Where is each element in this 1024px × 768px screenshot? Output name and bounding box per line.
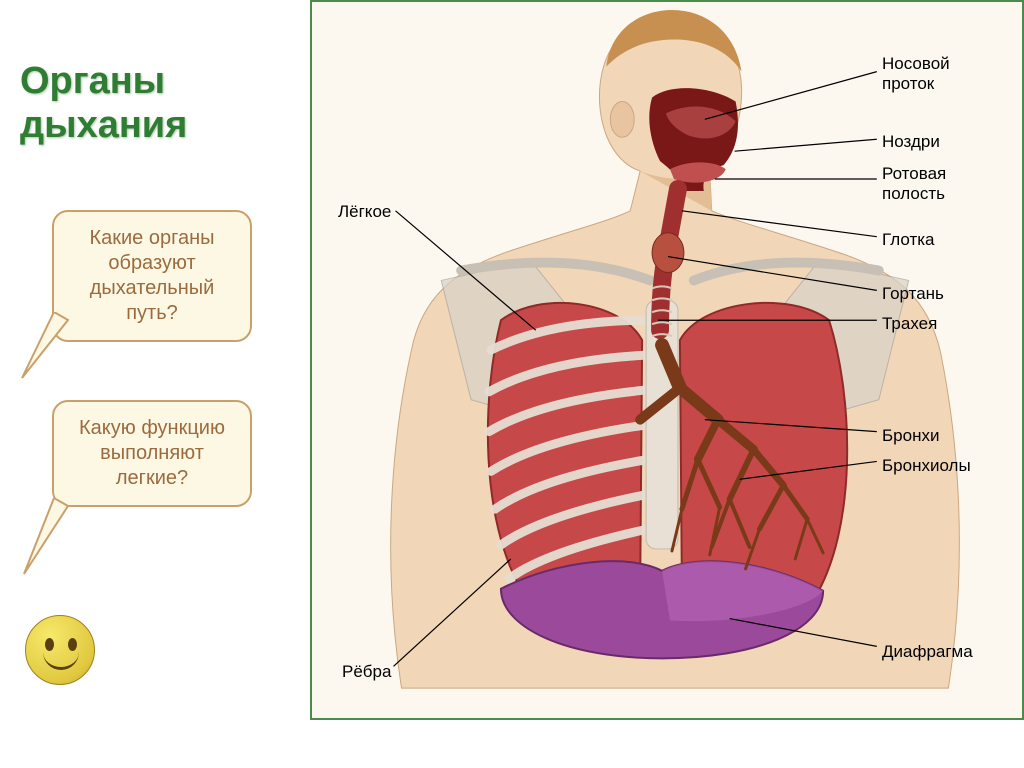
label-pharynx: Глотка	[882, 230, 935, 250]
speech-bubble-1: Какие органы образуют дыхательный путь?	[52, 210, 252, 342]
label-oral: Ротоваяполость	[882, 164, 946, 204]
bubble-2-text: Какую функцию выполняют легкие?	[79, 417, 225, 489]
label-larynx: Гортань	[882, 284, 944, 304]
bubble-1-tail	[16, 312, 76, 382]
label-bronchi: Бронхи	[882, 426, 939, 446]
label-lung: Лёгкое	[338, 202, 391, 222]
label-nasal: Носовойпроток	[882, 54, 950, 94]
page-title: Органыдыхания	[20, 60, 187, 147]
label-diaphragm: Диафрагма	[882, 642, 973, 662]
label-bronchioles: Бронхиолы	[882, 456, 971, 476]
smiley-icon	[25, 615, 95, 685]
label-nostrils: Ноздри	[882, 132, 940, 152]
anatomy-svg	[312, 2, 1022, 718]
bubble-1-text: Какие органы образуют дыхательный путь?	[89, 227, 214, 324]
label-ribs: Рёбра	[342, 662, 391, 682]
anatomy-diagram: Лёгкое Рёбра Носовойпроток Ноздри Ротоваяпол…	[310, 0, 1024, 720]
label-trachea: Трахея	[882, 314, 937, 334]
bubble-2-tail	[20, 498, 76, 578]
speech-bubble-2: Какую функцию выполняют легкие?	[52, 400, 252, 507]
